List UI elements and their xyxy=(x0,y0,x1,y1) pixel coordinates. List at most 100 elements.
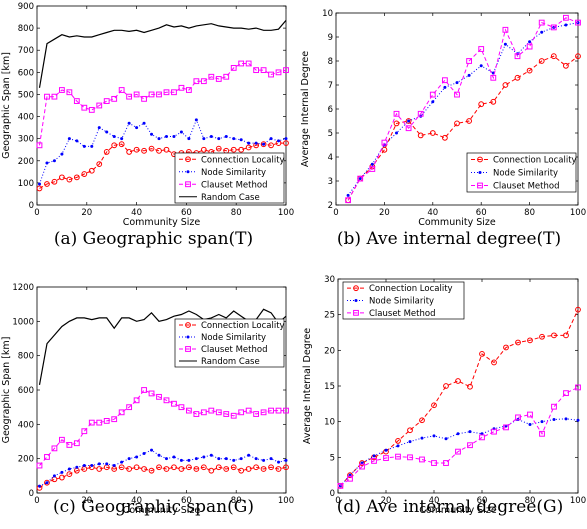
data-point xyxy=(347,475,353,482)
y-tick-label: 300 xyxy=(18,135,34,145)
legend-entry: Clauset Method xyxy=(201,180,267,190)
data-point xyxy=(253,464,260,471)
data-point xyxy=(73,174,80,181)
data-point xyxy=(126,404,133,411)
data-point xyxy=(200,78,207,85)
legend-entry: Node Similarity xyxy=(201,333,266,343)
data-point xyxy=(135,126,139,130)
data-point xyxy=(45,161,49,165)
data-point xyxy=(515,339,521,346)
data-point xyxy=(262,458,266,462)
panel-caption: (a) Geographic span(T) xyxy=(54,229,253,249)
x-tick-label: 80 xyxy=(524,208,535,218)
data-point xyxy=(52,159,56,163)
data-point xyxy=(455,81,459,85)
legend-entry: Connection Locality xyxy=(369,284,453,294)
data-point xyxy=(238,60,245,67)
data-point xyxy=(277,139,281,143)
data-point xyxy=(215,76,222,82)
data-point xyxy=(419,417,425,424)
data-point xyxy=(73,98,80,104)
data-point xyxy=(97,462,101,466)
data-point xyxy=(277,460,281,464)
data-point xyxy=(142,121,146,125)
y-tick-label: 200 xyxy=(18,455,34,465)
data-point xyxy=(171,89,177,96)
data-point xyxy=(67,137,71,141)
y-axis-label: Average Internal Degree xyxy=(300,51,311,167)
data-point xyxy=(262,142,266,146)
data-point xyxy=(253,67,260,74)
panel-caption: (c) Geographic span(G) xyxy=(53,497,254,517)
data-point xyxy=(90,464,94,468)
data-point xyxy=(150,132,154,136)
data-point xyxy=(232,458,236,462)
x-tick-label: 40 xyxy=(131,496,142,506)
data-point xyxy=(178,404,185,411)
data-point xyxy=(185,87,192,93)
legend: Connection Locality Node Similarity Clause… xyxy=(342,281,465,320)
y-tick-label: 200 xyxy=(18,157,34,167)
data-point xyxy=(163,466,170,472)
data-point xyxy=(283,464,289,471)
data-point xyxy=(157,137,161,141)
x-axis-label: Community Size xyxy=(418,217,496,228)
series-line xyxy=(340,309,579,487)
y-tick-label: 9 xyxy=(328,33,333,43)
data-point xyxy=(514,53,521,60)
data-point xyxy=(444,437,448,441)
data-point xyxy=(209,134,213,138)
data-point xyxy=(44,181,50,187)
data-point xyxy=(67,467,71,471)
data-point xyxy=(563,62,569,69)
data-point xyxy=(381,139,388,146)
series-line xyxy=(340,386,579,487)
legend-entry: Random Case xyxy=(201,193,260,203)
data-point xyxy=(550,53,557,60)
data-point xyxy=(466,58,473,64)
y-tick-label: 7 xyxy=(328,81,333,91)
y-tick-label: 1000 xyxy=(12,317,34,327)
data-point xyxy=(526,67,533,74)
chart-panel-4: 0 20 40 60 80 100 0 5 10 15 20 25 30 Community Size Av… xyxy=(302,275,586,517)
data-point xyxy=(52,474,56,478)
data-point xyxy=(111,142,118,149)
data-point xyxy=(443,460,449,466)
data-point xyxy=(431,100,435,104)
series-line xyxy=(39,389,286,466)
data-point xyxy=(563,390,569,397)
x-tick-label: 40 xyxy=(131,208,142,218)
data-point xyxy=(185,407,192,414)
data-point xyxy=(172,134,176,138)
x-tick-label: 100 xyxy=(570,496,586,506)
series-1 xyxy=(36,464,289,491)
data-point xyxy=(466,118,473,124)
data-point xyxy=(260,466,267,472)
data-point xyxy=(36,185,43,192)
data-point xyxy=(157,453,161,457)
data-point xyxy=(238,146,245,153)
data-point xyxy=(527,337,533,344)
series-line xyxy=(39,466,287,489)
data-point xyxy=(359,463,365,470)
y-tick-label: 6 xyxy=(328,105,333,115)
y-tick-label: 10 xyxy=(322,9,333,19)
data-point xyxy=(396,444,400,448)
data-point xyxy=(66,471,73,478)
legend-marker xyxy=(185,156,191,163)
data-point xyxy=(479,351,485,357)
legend-entry: Node Similarity xyxy=(369,297,434,307)
data-point xyxy=(245,466,252,472)
x-tick-label: 60 xyxy=(181,208,192,218)
data-point xyxy=(59,174,65,181)
legend-entry: Clauset Method xyxy=(201,345,267,355)
data-point xyxy=(44,454,50,460)
y-axis-label: Geographic Span [km] xyxy=(1,52,12,159)
data-point xyxy=(133,91,140,98)
data-point xyxy=(230,464,237,471)
series-4 xyxy=(38,20,287,88)
data-point xyxy=(358,177,362,181)
data-point xyxy=(254,457,258,461)
data-point xyxy=(491,359,497,366)
